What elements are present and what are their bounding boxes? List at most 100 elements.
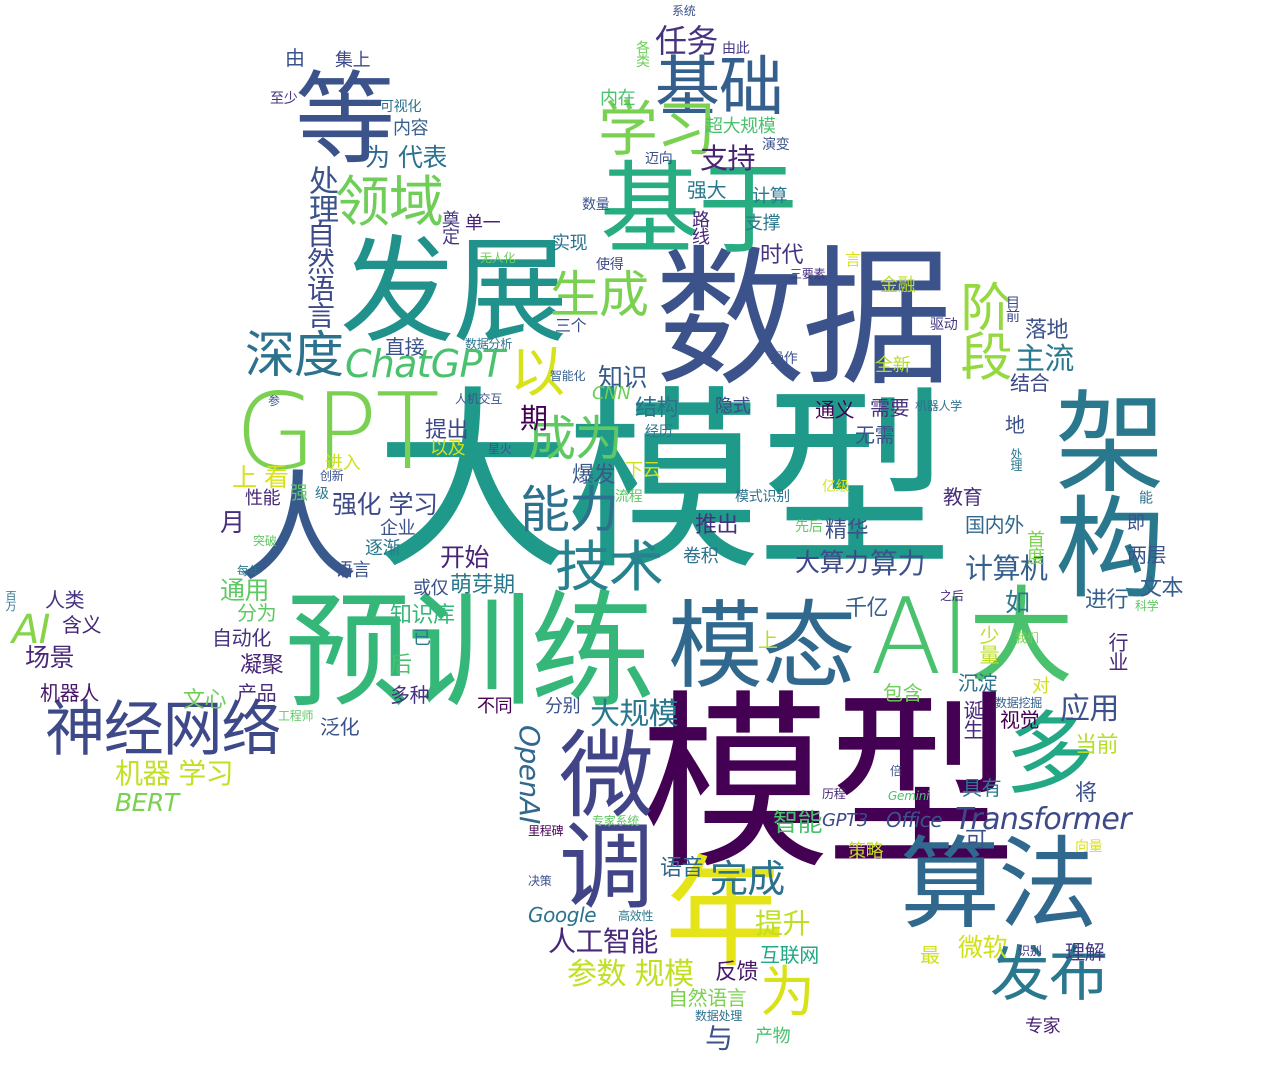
word: 结构 — [635, 396, 679, 421]
word: 能力 — [520, 481, 619, 539]
word: 集上 — [335, 50, 371, 71]
word: 提出 — [425, 418, 469, 443]
word: 等 — [295, 61, 395, 178]
word: 级 — [315, 486, 329, 502]
word: 应用 — [1060, 692, 1119, 727]
word: 可视化 — [380, 99, 422, 115]
word: 金融 — [880, 275, 916, 296]
word: 大模型 — [375, 369, 952, 596]
word: 进行 — [1085, 588, 1129, 613]
word: GPT3 — [822, 810, 868, 831]
word: 目前 — [1004, 295, 1020, 322]
word: Transformer — [955, 802, 1132, 837]
word: 将 — [1075, 781, 1097, 806]
word: BERT — [115, 788, 179, 817]
word: 能 — [1137, 490, 1153, 504]
word: 微调 — [543, 725, 653, 908]
word: 参 — [268, 394, 280, 408]
word: 国内外 — [965, 513, 1024, 537]
word: AI大 — [870, 576, 1074, 698]
word: 基于 — [600, 151, 798, 268]
word: 场景 — [25, 643, 75, 672]
word: 大规模 — [590, 697, 679, 732]
word: 萌芽期 — [450, 573, 515, 598]
word: AI — [12, 607, 50, 653]
word: 包含 — [883, 681, 923, 705]
word: 星火 — [488, 442, 512, 456]
word: 卷积 — [683, 546, 719, 567]
word: 行业 — [1105, 632, 1129, 671]
word: 历程 — [822, 787, 846, 801]
word: 实现 — [552, 233, 588, 254]
word: 模式识别 — [735, 489, 790, 505]
word: 向量 — [1075, 839, 1103, 855]
word: 强 — [290, 483, 308, 504]
word: 智能化 — [550, 369, 586, 383]
word: 人工智能 — [548, 925, 658, 958]
word: 人类 — [45, 588, 85, 612]
word: 我们 — [1015, 631, 1039, 645]
word: 单一 — [465, 213, 501, 234]
word: 数据分析 — [465, 337, 513, 351]
word: 支撑 — [745, 213, 781, 234]
word: 已 — [413, 628, 431, 649]
word: 沉淀 — [958, 671, 998, 695]
word: 生成 — [550, 266, 649, 324]
word: 为 — [365, 143, 390, 172]
word: 逐渐 — [365, 538, 401, 559]
word: 先后 — [795, 519, 823, 535]
word: 语音 — [660, 856, 704, 881]
word: 文本 — [1140, 576, 1184, 601]
word: 无需 — [855, 423, 895, 447]
word: 对 — [1032, 676, 1050, 697]
word: 专家系统 — [592, 814, 640, 828]
word: 经历 — [645, 424, 673, 440]
word: 结合 — [1010, 371, 1050, 395]
word: 如 — [1005, 588, 1030, 617]
word: 神经网络 — [45, 695, 281, 765]
word: 教育 — [943, 485, 983, 509]
word: 上 — [758, 628, 778, 652]
word: 流程 — [615, 489, 643, 505]
word: 操作 — [770, 351, 798, 367]
word: 泛化 — [320, 715, 360, 739]
word: 由此 — [722, 41, 750, 57]
word: 基础 — [655, 50, 784, 125]
word: Gemini — [888, 789, 930, 803]
word: 精华 — [825, 518, 869, 543]
word: 分别 — [545, 696, 581, 717]
word: 进入 — [325, 453, 361, 474]
word: 人 — [238, 460, 358, 599]
word: 语言 — [335, 560, 371, 581]
word: 自然语言 — [303, 220, 336, 328]
word: 内在 — [600, 88, 636, 109]
word: 奠定 — [439, 210, 460, 245]
word: 深度 — [245, 326, 344, 384]
word: 至少 — [270, 91, 298, 107]
word: 含义 — [62, 613, 102, 637]
word: 机器 学习 — [115, 757, 234, 790]
word: 处理 — [303, 165, 338, 223]
word: 后 — [390, 653, 412, 678]
word: Google — [528, 903, 597, 927]
word: 数量 — [582, 197, 610, 213]
word: 多 — [1005, 702, 1095, 807]
word: 使得 — [596, 257, 624, 273]
word: 迈向 — [645, 151, 673, 167]
word: 以及 — [430, 438, 466, 459]
word: 学习 — [598, 95, 717, 165]
word: 知识 — [598, 363, 648, 392]
word: 路线 — [689, 210, 710, 245]
word: 数据挖掘 — [995, 696, 1043, 710]
word: 推出 — [695, 513, 739, 538]
word: 可 — [965, 828, 987, 853]
word: 千亿 — [845, 596, 889, 621]
word: 机器人 — [40, 681, 99, 705]
word: 高效性 — [618, 909, 654, 923]
word: 参数 规模 — [567, 957, 694, 992]
word: 以 — [510, 340, 565, 404]
word: 演变 — [762, 137, 790, 153]
word: 模态 — [668, 592, 856, 702]
word: 产品 — [237, 681, 277, 705]
word: 倍 — [890, 764, 902, 778]
